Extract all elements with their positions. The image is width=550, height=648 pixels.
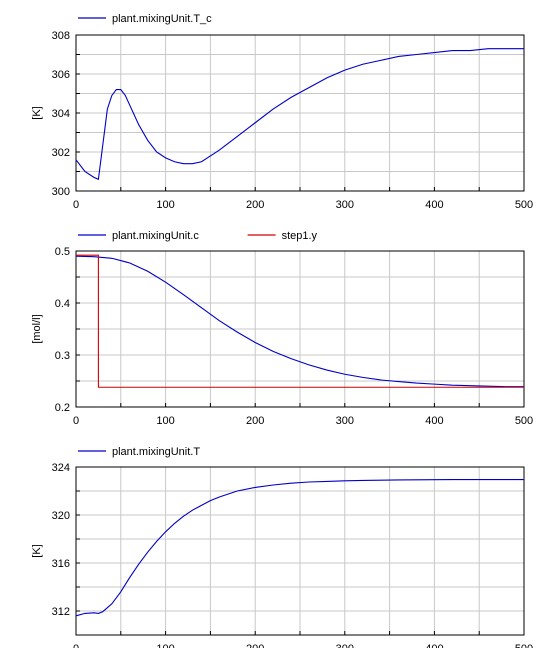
- series-line: [75, 255, 524, 388]
- plot-1: 0 100 200 300 400 500 300 302 304 306 308 [K] plant.…: [31, 13, 533, 211]
- x-tick-label: 100: [156, 199, 174, 211]
- x-tick-label: 100: [156, 415, 174, 427]
- y-tick-label: 0.2: [55, 402, 70, 414]
- legend-label: plant.mixingUnit.T: [112, 446, 200, 458]
- y-tick-label: 0.3: [55, 350, 70, 362]
- plot-2: 0 100 200 300 400 500 0.2 0.3 0.4 0.5 [mol/l] plant…: [31, 230, 533, 427]
- y-tick-label: 0.5: [55, 246, 70, 258]
- x-tick-label: 0: [73, 643, 79, 648]
- y-tick-label: 0.4: [55, 298, 70, 310]
- y-axis-label: [mol/l]: [31, 314, 43, 343]
- x-tick-label: 200: [246, 415, 264, 427]
- y-tick-label: 300: [52, 186, 70, 198]
- x-tick-label: 200: [246, 643, 264, 648]
- legend-label: plant.mixingUnit.T_c: [112, 13, 212, 25]
- x-tick-label: 0: [73, 415, 79, 427]
- x-tick-label: 200: [246, 199, 264, 211]
- x-tick-label: 300: [336, 199, 354, 211]
- x-tick-label: 100: [156, 643, 174, 648]
- x-tick-label: 500: [515, 643, 533, 648]
- series-line: [75, 48, 524, 181]
- y-tick-label: 302: [52, 147, 70, 159]
- y-tick-label: 308: [52, 30, 70, 42]
- y-tick-label: 312: [52, 606, 70, 618]
- y-axis-label: [K]: [31, 544, 43, 557]
- x-tick-label: 400: [425, 643, 443, 648]
- y-axis-label: [K]: [31, 106, 43, 119]
- plot-3: 0 100 200 300 400 500 312 316 320 324 [K] plant.mix…: [31, 446, 533, 648]
- x-tick-label: 500: [515, 199, 533, 211]
- x-tick-label: 300: [336, 415, 354, 427]
- y-tick-label: 324: [52, 462, 70, 474]
- series-line: [75, 479, 524, 617]
- x-tick-label: 300: [336, 643, 354, 648]
- x-tick-label: 400: [425, 415, 443, 427]
- y-tick-label: 316: [52, 558, 70, 570]
- y-tick-label: 304: [52, 108, 70, 120]
- x-tick-label: 500: [515, 415, 533, 427]
- series-line: [76, 254, 524, 388]
- legend-label: step1.y: [282, 230, 318, 242]
- y-tick-label: 320: [52, 510, 70, 522]
- y-tick-label: 306: [52, 69, 70, 81]
- legend-label: plant.mixingUnit.c: [112, 230, 199, 242]
- x-tick-label: 400: [425, 199, 443, 211]
- x-tick-label: 0: [73, 199, 79, 211]
